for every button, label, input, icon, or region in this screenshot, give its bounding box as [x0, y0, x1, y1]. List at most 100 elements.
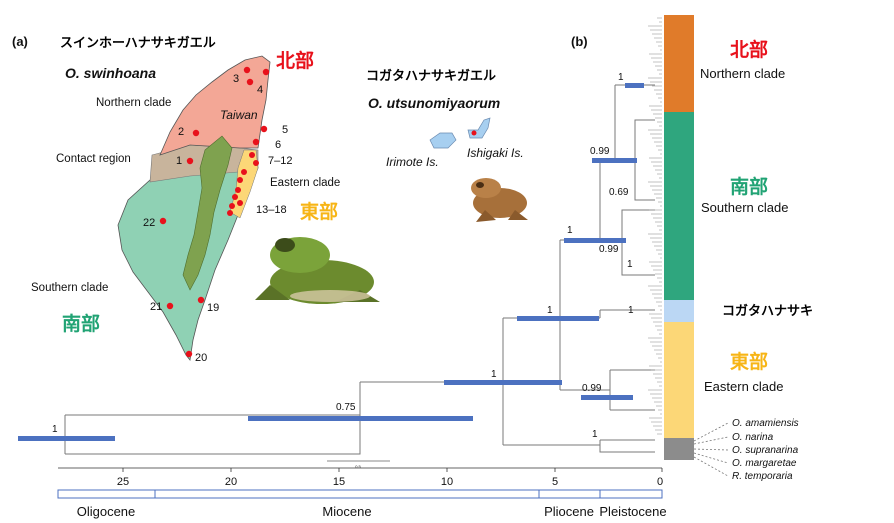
node-support: 0.99 — [582, 383, 602, 394]
region-east-label: 東部 — [300, 200, 338, 223]
site-label: 21 — [150, 301, 162, 313]
node-support: 1 — [567, 225, 573, 236]
axis-tick-label: 15 — [333, 476, 345, 488]
clade-label-east-jp: 東部 — [730, 350, 768, 373]
site-label: 5 — [282, 124, 288, 136]
species-main-jp: スインホーハナサキガエル — [60, 36, 216, 51]
clade-bar-southern — [664, 112, 694, 300]
site-dot — [232, 194, 238, 200]
site-dot — [159, 217, 167, 225]
axis-tick-label: 10 — [441, 476, 453, 488]
axis-tick-label: 5 — [552, 476, 558, 488]
island-ishigaki-label: Ishigaki Is. — [467, 146, 524, 160]
island-ishigaki-shape — [467, 117, 491, 139]
site-dot — [237, 177, 243, 183]
epoch-label: Oligocene — [77, 504, 136, 519]
outgroup-leaders — [693, 422, 729, 477]
species-island-jp: コガタハナサキガエル — [366, 69, 496, 84]
species-main-latin: O. swinhoana — [65, 65, 156, 81]
site-label: 22 — [143, 217, 155, 229]
node-support: 1 — [592, 429, 598, 440]
epoch-label: Pleistocene — [599, 504, 666, 519]
node-support: 1 — [491, 369, 497, 380]
tree-tips — [648, 17, 662, 435]
site-dot — [235, 187, 241, 193]
site-label: 3 — [233, 73, 239, 85]
site-dot — [260, 125, 268, 133]
island-taiwan-label: Taiwan — [220, 108, 258, 122]
site-dot — [249, 152, 255, 158]
contact-region-label: Contact region — [56, 153, 131, 165]
site-label: 1 — [176, 155, 182, 167]
site-dot — [185, 350, 193, 358]
site-label: 4 — [257, 84, 263, 96]
hpd-bar — [592, 158, 637, 163]
region-north-label: 北部 — [276, 49, 314, 72]
tree-branch — [610, 369, 655, 411]
sample-sites — [159, 66, 270, 358]
island-site-dot — [471, 130, 477, 136]
tree-branch — [599, 309, 655, 318]
site-label: 7–12 — [268, 155, 292, 167]
node-support: 1 — [52, 424, 58, 435]
site-dot — [229, 203, 235, 209]
site-dot — [227, 210, 233, 216]
node-support-values: 1 0.99 0.69 0.99 1 1 1 0.99 1 0.75 1 1 1 — [52, 72, 634, 440]
tree-branch — [65, 414, 361, 455]
hpd-bar — [444, 380, 562, 385]
hpd-bar — [248, 416, 473, 421]
species-island-latin: O. utsunomiyaorum — [368, 95, 500, 111]
outgroup-name: O. narina — [732, 432, 774, 443]
site-dot — [186, 157, 194, 165]
tree-branch — [503, 444, 655, 453]
outgroup-name: O. supranarina — [732, 445, 799, 456]
southern-clade-label: Southern clade — [31, 282, 108, 294]
hpd-bar — [581, 395, 633, 400]
site-dot — [243, 66, 251, 74]
site-dot — [262, 68, 270, 76]
node-support: 0.99 — [590, 146, 610, 157]
time-axis-ticks — [122, 468, 663, 472]
clade-label-south-en: Southern clade — [701, 200, 788, 215]
frog-illustration-brown — [471, 178, 528, 222]
site-dot — [197, 296, 205, 304]
node-support: 1 — [618, 72, 624, 83]
panel-a-label: (a) — [12, 34, 28, 49]
node-support: 1 — [627, 259, 633, 270]
epoch-label: Miocene — [322, 504, 371, 519]
axis-tick-label: 20 — [225, 476, 237, 488]
node-support: 0.75 — [336, 402, 356, 413]
hpd-bar — [517, 316, 599, 321]
taiwan-eastern-region — [229, 149, 259, 219]
site-dot — [192, 129, 200, 137]
clade-bar-outgroup — [664, 438, 694, 460]
northern-clade-label: Northern clade — [96, 97, 171, 109]
taiwan-mountain-range — [182, 135, 233, 291]
node-support: 0.99 — [599, 244, 619, 255]
epoch-bar — [57, 489, 663, 499]
scale-bar-label: 0.5 — [355, 464, 361, 469]
hpd-bar — [564, 238, 626, 243]
outgroup-names: O. amamiensis O. narina O. supranarina O… — [732, 418, 799, 482]
site-dot — [241, 169, 247, 175]
site-dot — [166, 302, 174, 310]
clade-label-east-en: Eastern clade — [704, 379, 784, 394]
outgroup-name: O. amamiensis — [732, 418, 799, 429]
clade-bar-utsunomiyaorum — [664, 300, 694, 322]
epoch-labels: Oligocene Miocene Pliocene Pleistocene — [77, 504, 667, 519]
clade-label-utsunomiyaorum-jp: コガタハナサキ — [722, 304, 813, 319]
frog-illustration-green — [255, 237, 380, 304]
time-axis-labels: 25 20 15 10 5 0 — [117, 476, 663, 488]
node-support: 1 — [628, 305, 634, 316]
clade-label-north-en: Northern clade — [700, 66, 785, 81]
axis-tick-label: 25 — [117, 476, 129, 488]
hpd-bars — [18, 83, 644, 441]
clade-label-south-jp: 南部 — [730, 175, 768, 198]
site-dot — [237, 200, 243, 206]
site-dot — [252, 138, 260, 146]
region-south-label: 南部 — [62, 312, 100, 335]
taiwan-northern-region — [159, 55, 271, 156]
site-dot — [253, 160, 259, 166]
outgroup-name: R. temporaria — [732, 471, 793, 482]
